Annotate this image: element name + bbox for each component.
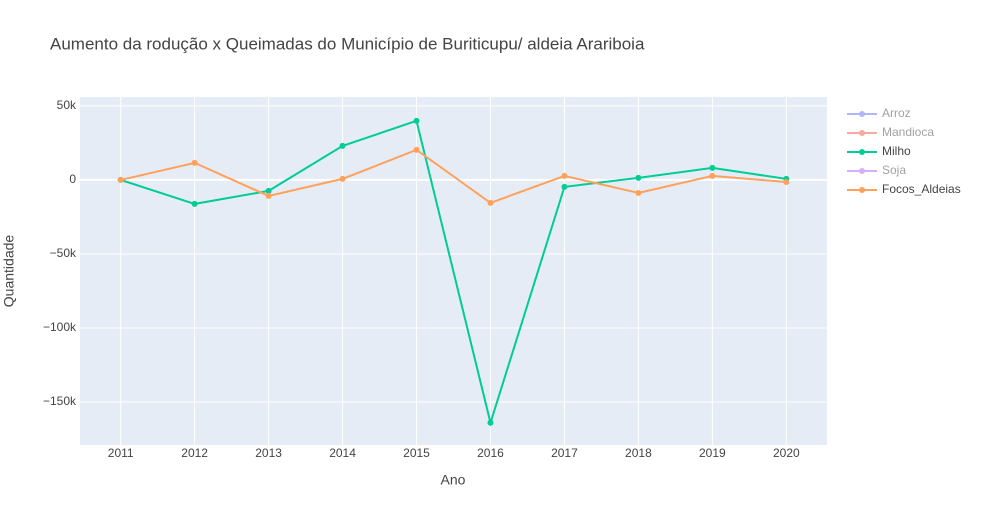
data-point <box>191 159 198 166</box>
legend-item[interactable]: Mandioca <box>847 125 934 139</box>
data-point <box>635 174 642 181</box>
legend-label: Focos_Aldeias <box>882 182 961 196</box>
legend-marker <box>859 130 865 136</box>
data-point <box>783 179 790 186</box>
x-tick-label: 2011 <box>108 446 134 460</box>
x-axis-label: Ano <box>441 472 466 488</box>
data-point <box>709 172 716 179</box>
legend-marker <box>859 187 865 193</box>
legend-item[interactable]: Focos_Aldeias <box>847 182 961 196</box>
x-tick-label: 2020 <box>773 446 800 460</box>
y-tick-label: −150k <box>43 394 77 408</box>
legend-marker <box>859 149 865 155</box>
x-tick-label: 2013 <box>255 446 282 460</box>
series-line <box>120 148 787 205</box>
data-point <box>265 187 272 194</box>
legend-item[interactable]: Arroz <box>847 106 911 120</box>
y-tick-label: 0 <box>69 172 76 186</box>
y-tick-label: −100k <box>43 320 77 334</box>
data-point <box>561 172 568 179</box>
data-point <box>191 200 198 207</box>
legend-item[interactable]: Milho <box>847 144 911 158</box>
x-tick-label: 2019 <box>699 446 726 460</box>
y-tick-label: 50k <box>57 98 77 112</box>
data-point <box>561 183 568 190</box>
legend-marker <box>859 111 865 117</box>
x-tick-label: 2012 <box>181 446 208 460</box>
y-tick-label: −50k <box>50 246 77 260</box>
data-point <box>413 117 420 124</box>
legend-label: Milho <box>882 144 911 158</box>
x-tick-label: 2017 <box>551 446 578 460</box>
data-point <box>339 142 346 149</box>
legend-label: Soja <box>882 163 906 177</box>
chart-title: Aumento da rodução x Queimadas do Municí… <box>50 34 645 53</box>
legend-label: Mandioca <box>882 125 934 139</box>
legend-marker <box>859 168 865 174</box>
x-tick-label: 2015 <box>403 446 430 460</box>
data-point <box>709 164 716 171</box>
data-point <box>487 199 494 206</box>
data-point <box>635 189 642 196</box>
x-tick-label: 2014 <box>329 446 356 460</box>
data-point <box>339 175 346 182</box>
data-point <box>265 192 272 199</box>
data-point <box>117 176 124 183</box>
legend-label: Arroz <box>882 106 911 120</box>
data-point <box>413 146 420 153</box>
data-point <box>487 419 494 426</box>
x-tick-label: 2016 <box>477 446 504 460</box>
x-tick-label: 2018 <box>625 446 652 460</box>
y-axis-label: Quantidade <box>1 235 17 308</box>
series-line <box>120 119 787 427</box>
legend-item[interactable]: Soja <box>847 163 906 177</box>
